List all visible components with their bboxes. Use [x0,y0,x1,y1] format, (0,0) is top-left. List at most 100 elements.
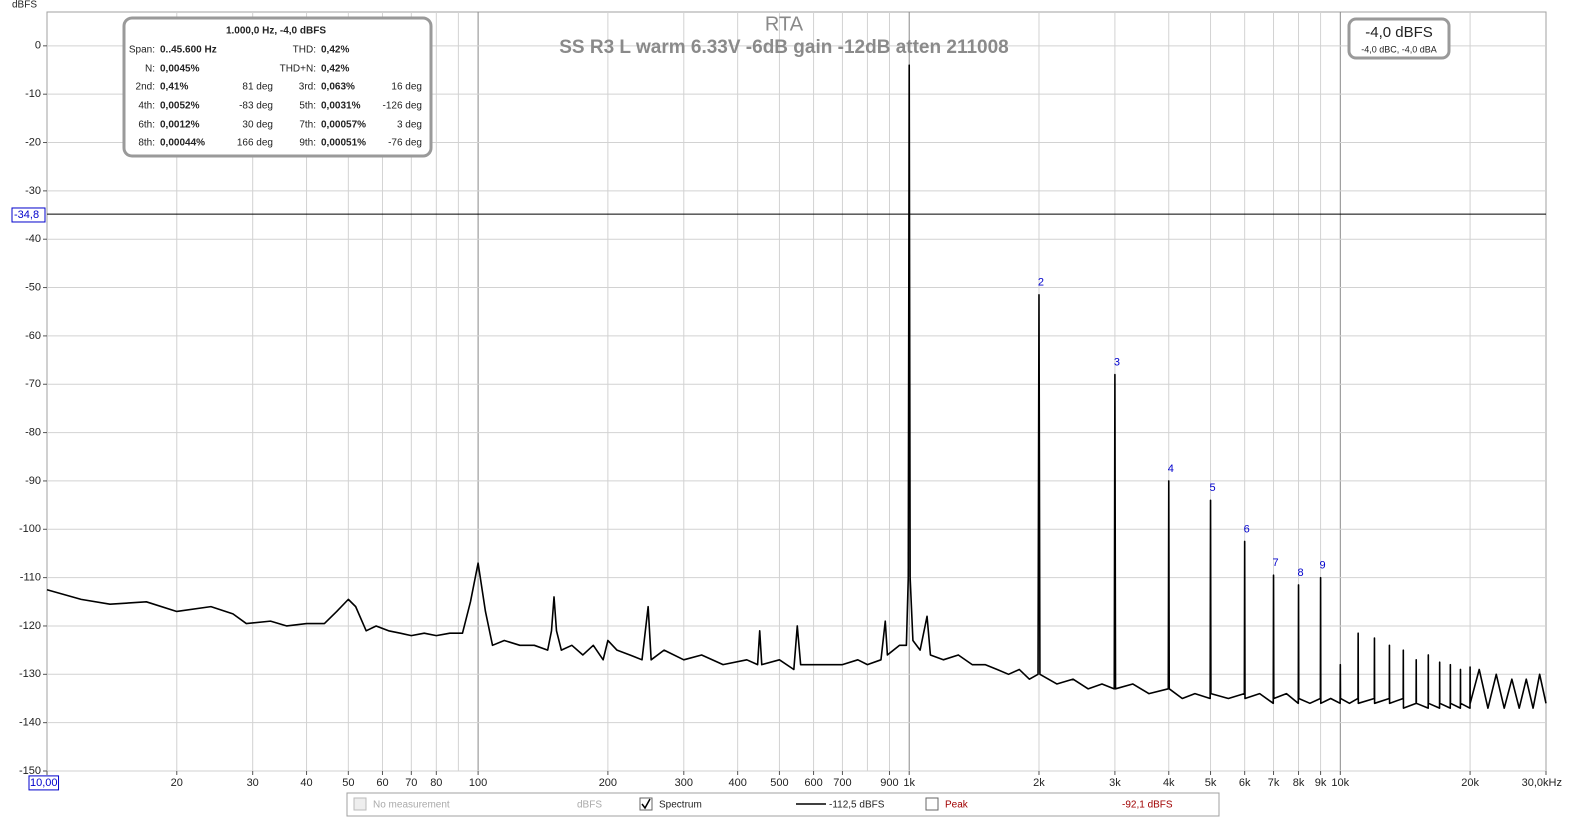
x-tick-label: 60 [376,777,388,789]
chart-subtitle: SS R3 L warm 6.33V -6dB gain -12dB atten… [559,37,1009,58]
info-cell: 6th: [138,120,155,131]
info-cell: 16 deg [391,82,422,93]
info-cell: 9th: [299,138,316,149]
x-tick-label: 700 [833,777,851,789]
y-tick-label: -110 [20,572,41,584]
info-cell: 0..45.600 Hz [160,45,217,56]
legend-name[interactable]: Peak [945,800,969,811]
info-cell: 3 deg [397,120,422,131]
x-tick-label: 8k [1293,777,1305,789]
x-tick-label: 300 [675,777,693,789]
legend-reading: -92,1 dBFS [1122,800,1173,811]
y-tick-label: -10 [25,88,41,100]
info-cell: 7th: [299,120,316,131]
harmonic-label: 8 [1297,567,1303,579]
info-cell: THD: [293,45,316,56]
x-tick-label: 10k [1331,777,1349,789]
info-cell: 0,063% [321,82,355,93]
info-cell: 0,0012% [160,120,200,131]
info-cell: 5th: [299,101,316,112]
info-cell: 0,42% [321,64,349,75]
info-cell: N: [145,64,155,75]
x-tick-label: 500 [770,777,788,789]
x-tick-label: 200 [599,777,617,789]
harmonic-label: 5 [1209,482,1215,494]
legend-name: No measurement [373,800,450,811]
x-tick-label: 400 [728,777,746,789]
info-frame [122,16,433,158]
legend-check [641,798,651,810]
info-cell: 0,42% [321,45,349,56]
info-cell: THD+N: [280,64,316,75]
x-tick-label: 5k [1205,777,1217,789]
x-tick-label: 30 [247,777,259,789]
info-cell: -126 deg [383,101,422,112]
legend-reading: -112,5 dBFS [829,800,885,811]
x-tick-label: 70 [405,777,417,789]
y-tick-label: -120 [19,620,41,632]
cursor-label: -34,8 [14,209,39,221]
legend-frame [346,792,1220,817]
x-tick-label: 100 [469,777,487,789]
readout-sub: -4,0 dBC, -4,0 dBA [1361,44,1437,54]
x-tick-label: 4k [1163,777,1175,789]
y-tick-label: -80 [25,426,41,438]
readout: -4,0 dBFS -4,0 dBC, -4,0 dBA [1347,17,1451,60]
y-tick-label: -130 [19,668,41,680]
info-cell: 0,0045% [160,64,200,75]
legend-checkbox [353,797,367,811]
info-cell: 0,00057% [321,120,366,131]
y-axis-label: dBFS [12,0,37,11]
info-cell: 0,00051% [321,138,366,149]
info-cell: 0,0052% [160,101,200,112]
harmonic-label: 2 [1038,277,1044,289]
legend-checkbox[interactable] [925,797,939,811]
info-cell: 0,0031% [321,101,361,112]
info-cell: 0,00044% [160,138,205,149]
info-cell: 3rd: [299,82,316,93]
x-tick-label: 600 [804,777,822,789]
y-tick-label: -150 [19,765,41,777]
y-tick-label: -30 [25,185,41,197]
x-tick-label: 1k [903,777,915,789]
x-start-box [28,775,60,791]
legend-name[interactable]: Spectrum [659,800,702,811]
x-tick-label: 20k [1461,777,1479,789]
harmonic-label: 6 [1244,523,1250,535]
info-cell: 2nd: [136,82,155,93]
harmonic-label: 9 [1320,560,1326,572]
cursor-label-box [11,207,46,223]
x-tick-label: 900 [880,777,898,789]
readout-main: -4,0 dBFS [1365,24,1433,41]
x-tick-label: 2k [1033,777,1045,789]
x-tick-label: 9k [1315,777,1327,789]
info-cell: 8th: [138,138,155,149]
harmonic-label: 7 [1272,557,1278,569]
spectrum-line [46,64,1547,709]
y-tick-label: -20 [25,136,41,148]
info-cell: -83 deg [239,101,273,112]
legend-reading: dBFS [577,800,602,811]
info-box: 1.000,0 Hz, -4,0 dBFS Span: 0..45.600 Hz T… [122,16,433,158]
y-tick-label: -40 [25,233,41,245]
legend: No measurement dBFS Spectrum -112,5 dBFS Pea… [346,792,1220,817]
x-tick-label: 40 [300,777,312,789]
y-tick-label: -70 [25,378,41,390]
y-tick-label: -140 [19,717,41,729]
marks: -34,8 2 3 4 5 6 7 8 9 [11,64,1547,709]
x-tick-label: 6k [1239,777,1251,789]
chart-title: RTA [765,13,804,35]
info-cell: 0,41% [160,82,188,93]
info-cell: 166 deg [237,138,273,149]
y-tick-label: -90 [25,475,41,487]
info-cell: -76 deg [388,138,422,149]
info-cell: Span: [129,45,155,56]
y-tick-label: -60 [25,330,41,342]
x-tick-label: 3k [1109,777,1121,789]
info-cell: 30 deg [242,120,273,131]
x-tick-label: 20 [171,777,183,789]
info-cell: 81 deg [242,82,273,93]
x-tick-label: 7k [1268,777,1280,789]
